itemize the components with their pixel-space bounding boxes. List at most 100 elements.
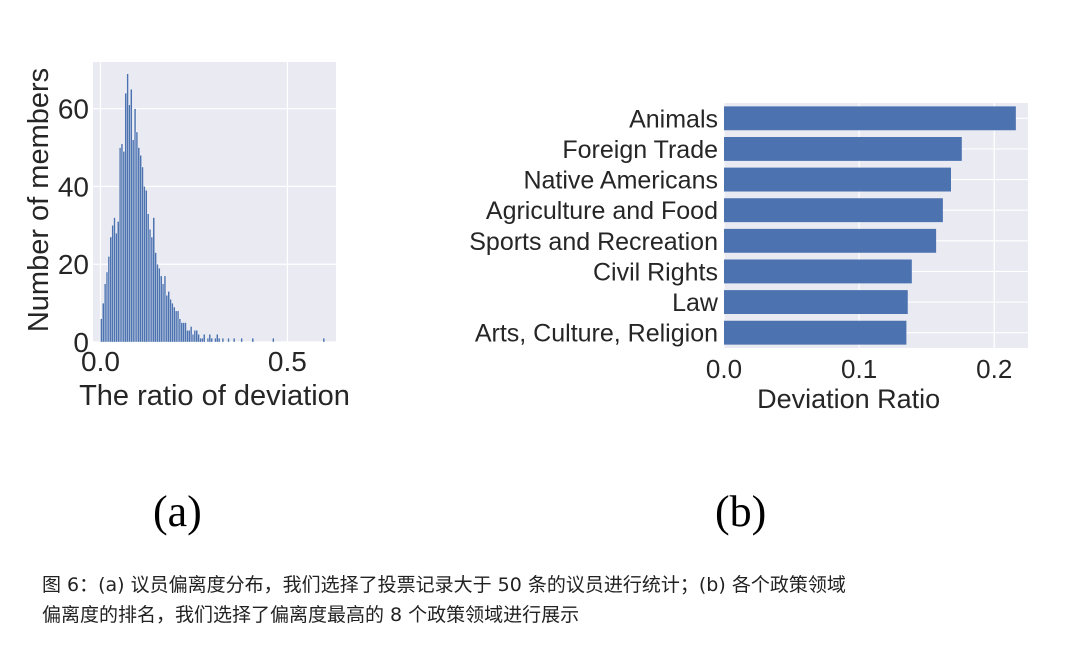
caption-line-2: 偏离度的排名，我们选择了偏离度最高的 8 个政策领域进行展示	[42, 604, 580, 626]
ranking-bar	[724, 167, 951, 192]
histogram-bar	[201, 337, 204, 343]
histogram-bar	[145, 190, 148, 343]
histogram-bar	[191, 334, 195, 343]
histogram-y-ticks: 0 20 40 60	[58, 94, 89, 358]
histogram-bar	[240, 337, 243, 343]
histogram-bar	[118, 147, 122, 343]
histogram-bar	[178, 318, 182, 343]
panel-label-a: (a)	[153, 487, 202, 536]
histogram-bar	[104, 283, 107, 343]
deviation-ranking-chart: Animals Foreign Trade Native AmericansAgri…	[469, 103, 1028, 414]
histogram-bar	[208, 334, 211, 343]
histogram-bar	[124, 92, 127, 343]
ranking-bar	[724, 136, 962, 161]
ranking-x-tick-label: 0.1	[841, 354, 877, 384]
histogram-bar	[107, 256, 110, 343]
histogram-bar	[160, 275, 163, 343]
ranking-bar	[724, 290, 908, 315]
histogram-bar	[169, 299, 172, 343]
ranking-category-label: Animals	[629, 105, 718, 133]
ranking-bar	[724, 320, 907, 345]
histogram-bar	[100, 318, 103, 343]
histogram-bar	[139, 155, 142, 343]
ranking-category-label: Law	[672, 289, 719, 317]
ranking-category-label: Civil Rights	[593, 258, 718, 286]
histogram-bar	[210, 337, 213, 343]
histogram-bar	[147, 213, 150, 343]
histogram-bar	[113, 217, 116, 343]
histogram-y-tick-label: 40	[58, 171, 89, 202]
histogram-bar	[195, 330, 198, 343]
histogram-chart: 0.0 0.5 0 20 40 60 The ratio of deviation Nu…	[23, 62, 350, 412]
histogram-bar	[186, 330, 189, 343]
histogram-bar	[130, 89, 133, 343]
histogram-bar	[227, 337, 230, 343]
histogram-bar	[251, 337, 254, 343]
ranking-bar	[724, 228, 937, 253]
histogram-bar	[216, 334, 219, 343]
figure-caption: 图 6：(a) 议员偏离度分布，我们选择了投票记录大于 50 条的议员进行统计；…	[42, 570, 1052, 630]
histogram-bars	[100, 73, 325, 343]
histogram-y-tick-label: 60	[58, 94, 89, 125]
histogram-bar	[156, 264, 159, 343]
histogram-bar	[120, 143, 124, 343]
histogram-x-ticks: 0.0 0.5	[81, 346, 307, 377]
histogram-bar	[115, 232, 118, 343]
histogram-bar	[128, 104, 131, 343]
histogram-bar	[117, 221, 120, 343]
histogram-bar	[322, 337, 325, 343]
histogram-bar	[188, 330, 191, 343]
histogram-bar	[163, 275, 167, 343]
histogram-bar	[158, 267, 161, 343]
caption-line-1: 图 6：(a) 议员偏离度分布，我们选择了投票记录大于 50 条的议员进行统计；…	[42, 574, 846, 596]
histogram-bar	[154, 252, 157, 343]
histogram-bar	[167, 291, 170, 343]
histogram-bar	[173, 306, 176, 343]
histogram-bar	[126, 73, 129, 343]
histogram-x-axis-label: The ratio of deviation	[79, 380, 350, 412]
histogram-bar	[221, 337, 225, 343]
ranking-category-label: Foreign Trade	[562, 136, 718, 164]
histogram-bar	[161, 283, 165, 343]
ranking-bar	[724, 259, 912, 284]
histogram-y-axis-label: Number of members	[23, 68, 55, 332]
histogram-bar	[184, 322, 187, 343]
histogram-bar	[272, 337, 275, 343]
histogram-bar	[176, 310, 180, 343]
histogram-bar	[214, 337, 217, 343]
histogram-bar	[171, 302, 174, 343]
ranking-bars	[724, 106, 1016, 345]
histogram-bar	[197, 334, 200, 343]
histogram-bar	[105, 271, 109, 343]
histogram-bar	[135, 131, 139, 343]
histogram-bar	[165, 295, 168, 343]
histogram-bar	[109, 236, 112, 343]
ranking-bar	[724, 198, 943, 223]
ranking-category-labels: Animals Foreign Trade Native AmericansAgri…	[469, 105, 719, 347]
histogram-bar	[190, 326, 193, 343]
panel-label-b: (b)	[715, 487, 767, 536]
histogram-bar	[132, 139, 135, 343]
histogram-bar	[137, 147, 140, 343]
histogram-bar	[122, 151, 125, 343]
histogram-bar	[143, 186, 146, 343]
ranking-x-axis-label: Deviation Ratio	[757, 384, 940, 414]
histogram-bar	[133, 108, 137, 343]
histogram-y-tick-label: 20	[58, 249, 89, 280]
histogram-x-tick-label: 0.5	[268, 346, 307, 377]
histogram-bar	[102, 302, 105, 343]
histogram-x-tick-label: 0.0	[81, 346, 120, 377]
ranking-x-ticks: 0.0 0.1 0.2	[706, 354, 1012, 384]
ranking-category-label: Sports and Recreation	[469, 228, 718, 256]
histogram-bar	[203, 334, 206, 343]
histogram-bar	[180, 322, 183, 343]
ranking-category-label: Arts, Culture, Religion	[475, 320, 718, 348]
histogram-bar	[111, 225, 114, 343]
histogram-bar	[193, 330, 196, 343]
histogram-y-tick-label: 0	[73, 327, 89, 358]
histogram-bar	[218, 337, 221, 343]
histogram-bar	[175, 310, 178, 343]
histogram-bar	[199, 337, 202, 343]
histogram-bar	[182, 322, 185, 343]
